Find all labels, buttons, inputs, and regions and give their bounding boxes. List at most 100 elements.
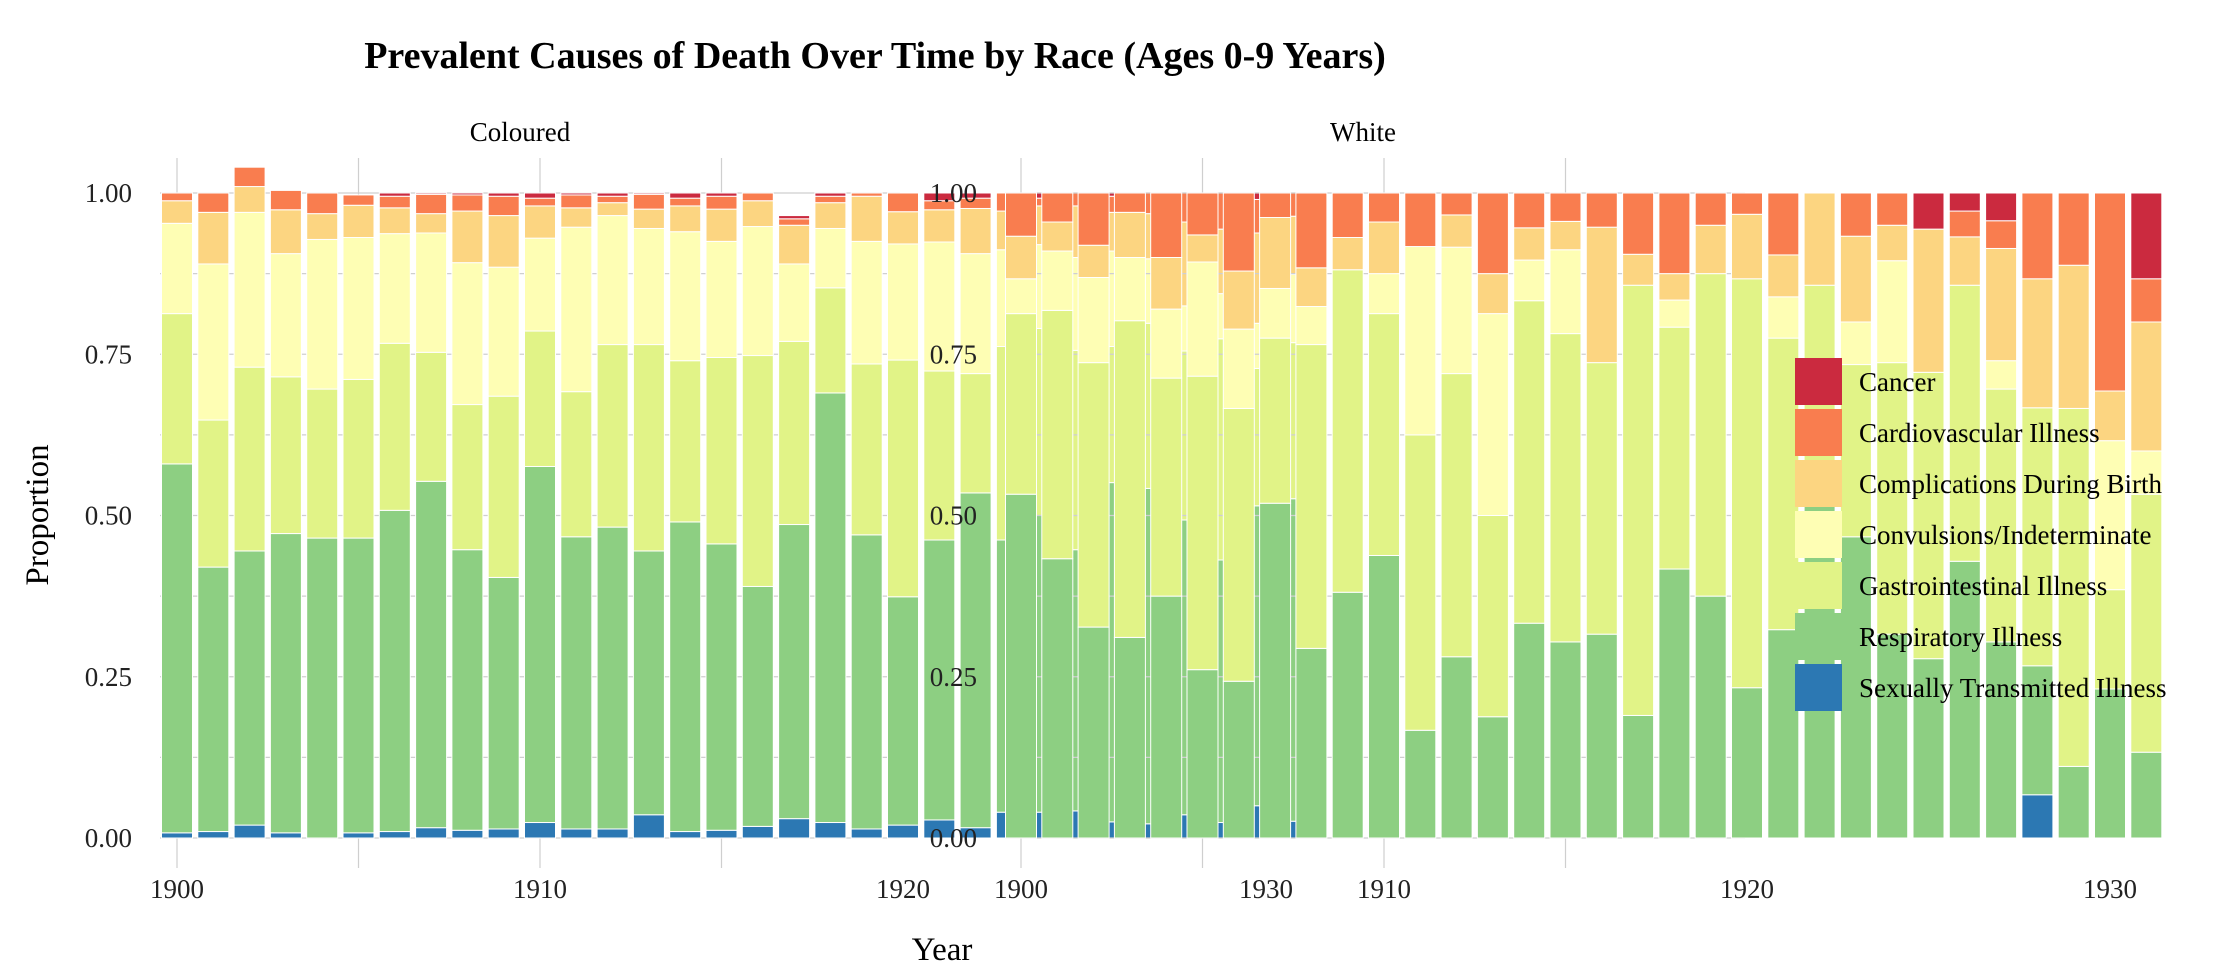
bar-segment [1077,244,1110,278]
bar-segment [1150,595,1183,839]
bar-segment [1549,333,1582,643]
bar-segment [850,195,883,242]
bar-segment [705,192,738,197]
bar-segment [778,340,811,526]
bar-segment [1005,493,1037,839]
bar-segment [850,534,883,830]
bar-segment [1259,502,1292,839]
y-tick-label: 0.00 [85,823,132,853]
bar-segment [560,192,593,196]
bar-segment [850,363,883,536]
bar-segment [1767,296,1800,339]
bar-segment [1295,647,1328,839]
bar-segment [1658,192,1691,275]
bar-segment [233,166,266,188]
x-tick-label: 1920 [876,874,930,904]
bar-segment [705,356,738,545]
bar-segment [1731,213,1763,280]
bar-segment [814,202,847,229]
bar-segment [669,205,702,233]
bar-segment [2130,751,2163,839]
y-tick-label: 1.00 [930,178,977,208]
bar-segment [487,266,520,397]
bar-segment [342,537,375,834]
x-tick-labels: 1900 1910 1920 1930 [994,874,2137,904]
x-tick-label: 1930 [2083,874,2137,904]
bar-segment [1041,558,1074,839]
legend-swatch [1795,562,1842,609]
bar-segment [1658,273,1691,301]
bar-segment [596,202,629,217]
bar-segment [778,263,811,342]
bar-segment [778,818,811,839]
bar-segment [560,536,593,830]
bar-segment [269,376,302,535]
bar-segment [161,463,193,834]
bar-segment [1186,234,1219,263]
bar-segment [1041,309,1074,560]
bar-segment [887,211,919,245]
x-tick-label: 1920 [1720,874,1774,904]
bar-segment [269,253,302,378]
bar-segment [161,192,193,202]
y-tick-label: 0.50 [85,501,132,531]
bar-segment [1585,362,1618,635]
bar-segment [1585,192,1618,228]
bar-segment [1476,515,1509,718]
bar-segment [778,218,811,226]
bar-segment [959,192,992,199]
bar-segment [1513,259,1546,302]
bar-segment [1404,246,1437,436]
bar-segment [415,351,448,482]
bar-segment [1440,192,1473,216]
bar-segment [1767,629,1800,839]
bar-segment [1767,337,1800,631]
bar-segment [741,585,774,827]
bar-segment [850,192,883,197]
bar-segment [1513,300,1546,624]
bar-segment [1150,192,1183,258]
bar-segment [632,193,665,210]
bar-segment [161,832,193,839]
bar-segment [1041,221,1074,252]
bar-segment [415,232,448,353]
bar-segment [1985,247,2018,362]
bar-segment [1985,388,2018,643]
bar-segment [1005,278,1037,315]
bar-segment [342,194,375,206]
bar-segment [197,566,230,833]
bar-segment [487,192,520,197]
bar-segment [632,192,665,195]
bar-segment [632,227,665,346]
bar-segment [1839,364,1872,538]
bar-segment [1658,299,1691,328]
bar-segment [197,211,230,265]
bar-segment [1077,192,1110,246]
bar-segment [1295,267,1328,308]
legend-label: Complications During Birth [1859,469,2162,499]
bar-segment [2094,688,2126,839]
bar-segment [1113,257,1146,322]
bar-segment [1259,337,1292,504]
bar-segment [1186,375,1219,671]
bar-segment [1767,254,1800,298]
bar-segment [1912,228,1945,373]
bar-segment [705,543,738,831]
bar-segment [2057,765,2090,839]
bar-segment [306,388,339,539]
legend-label: Respiratory Illness [1859,622,2062,652]
legend-label: Cancer [1859,367,1935,397]
bar-segment [487,215,520,268]
bar-segment [1222,328,1255,409]
legend-swatch [1795,460,1842,507]
bar-segment [2130,321,2163,452]
bar-segment [306,537,339,839]
bar-segment [487,395,520,578]
bar-segment [1694,224,1727,275]
bar-segment [197,831,230,839]
legend-swatch [1795,613,1842,660]
bar-segment [1295,306,1328,346]
bar-segment [596,195,629,204]
bar-segment [2021,794,2054,839]
bar-segment [741,192,774,202]
